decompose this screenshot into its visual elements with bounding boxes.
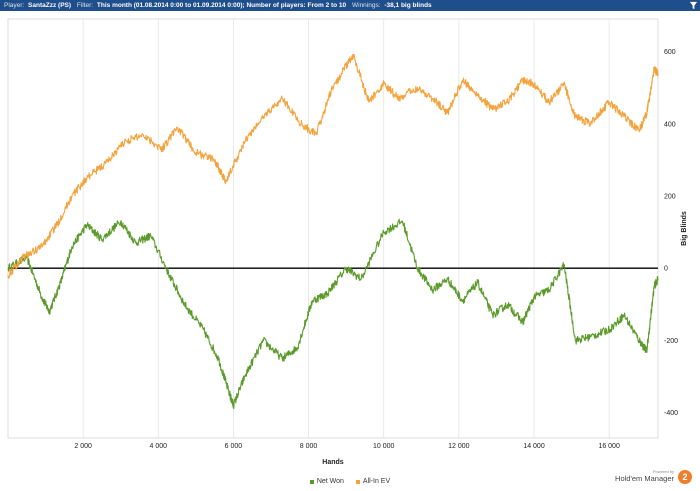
legend-swatch-all-in-ev xyxy=(355,479,360,484)
x-tick-label: 14 000 xyxy=(523,443,545,450)
x-tick-label: 10 000 xyxy=(373,443,395,450)
series-line-net-won xyxy=(7,218,659,410)
funnel-icon[interactable] xyxy=(689,1,698,10)
x-tick-label: 6 000 xyxy=(225,443,243,450)
series-line-all-in-ev xyxy=(7,53,659,279)
x-tick-label: 8 000 xyxy=(300,443,318,450)
brand-name: Hold'em Manager xyxy=(615,474,674,483)
x-tick-label: 4 000 xyxy=(150,443,168,450)
y-axis-title: Big Blinds xyxy=(681,211,688,246)
filter-header-bar: Player: SantaZzz (PS) Filter: This month… xyxy=(0,0,700,11)
x-tick-label: 12 000 xyxy=(448,443,470,450)
legend-swatch-net-won xyxy=(309,479,314,484)
y-tick-label: -200 xyxy=(664,338,678,345)
x-tick-label: 16 000 xyxy=(598,443,620,450)
legend-label-all-in-ev: All-In EV xyxy=(362,478,391,485)
y-tick-label: -400 xyxy=(664,410,678,417)
chart-legend: Net Won All-In EV xyxy=(0,478,700,486)
x-axis-title: Hands xyxy=(322,459,344,466)
y-tick-label: 200 xyxy=(664,193,676,200)
filter-value: This month (01.08.2014 0:00 to 01.09.201… xyxy=(96,2,347,9)
legend-item-all-in-ev[interactable]: All-In EV xyxy=(355,478,391,485)
legend-item-net-won[interactable]: Net Won xyxy=(309,478,344,485)
filter-label: Filter: xyxy=(76,2,94,9)
player-value: SantaZzz (PS) xyxy=(28,2,72,9)
winnings-label: Winnings: xyxy=(351,2,381,9)
y-tick-label: 400 xyxy=(664,121,676,128)
y-tick-label: 0 xyxy=(664,266,668,273)
powered-by-text: Powered by xyxy=(652,469,674,474)
plot-frame xyxy=(7,18,659,439)
winnings-value: -38,1 big blinds xyxy=(384,2,432,9)
legend-label-net-won: Net Won xyxy=(316,478,344,485)
player-label: Player: xyxy=(4,2,25,9)
powered-by-branding: Powered by Hold'em Manager 2 xyxy=(614,469,694,487)
y-tick-label: 600 xyxy=(664,49,676,56)
bankroll-chart: 2 000 4 000 6 000 8 000 10 000 12 000 14 000 16… xyxy=(7,18,688,466)
x-tick-label: 2 000 xyxy=(74,443,92,450)
hm2-logo-icon: 2 xyxy=(678,470,692,484)
